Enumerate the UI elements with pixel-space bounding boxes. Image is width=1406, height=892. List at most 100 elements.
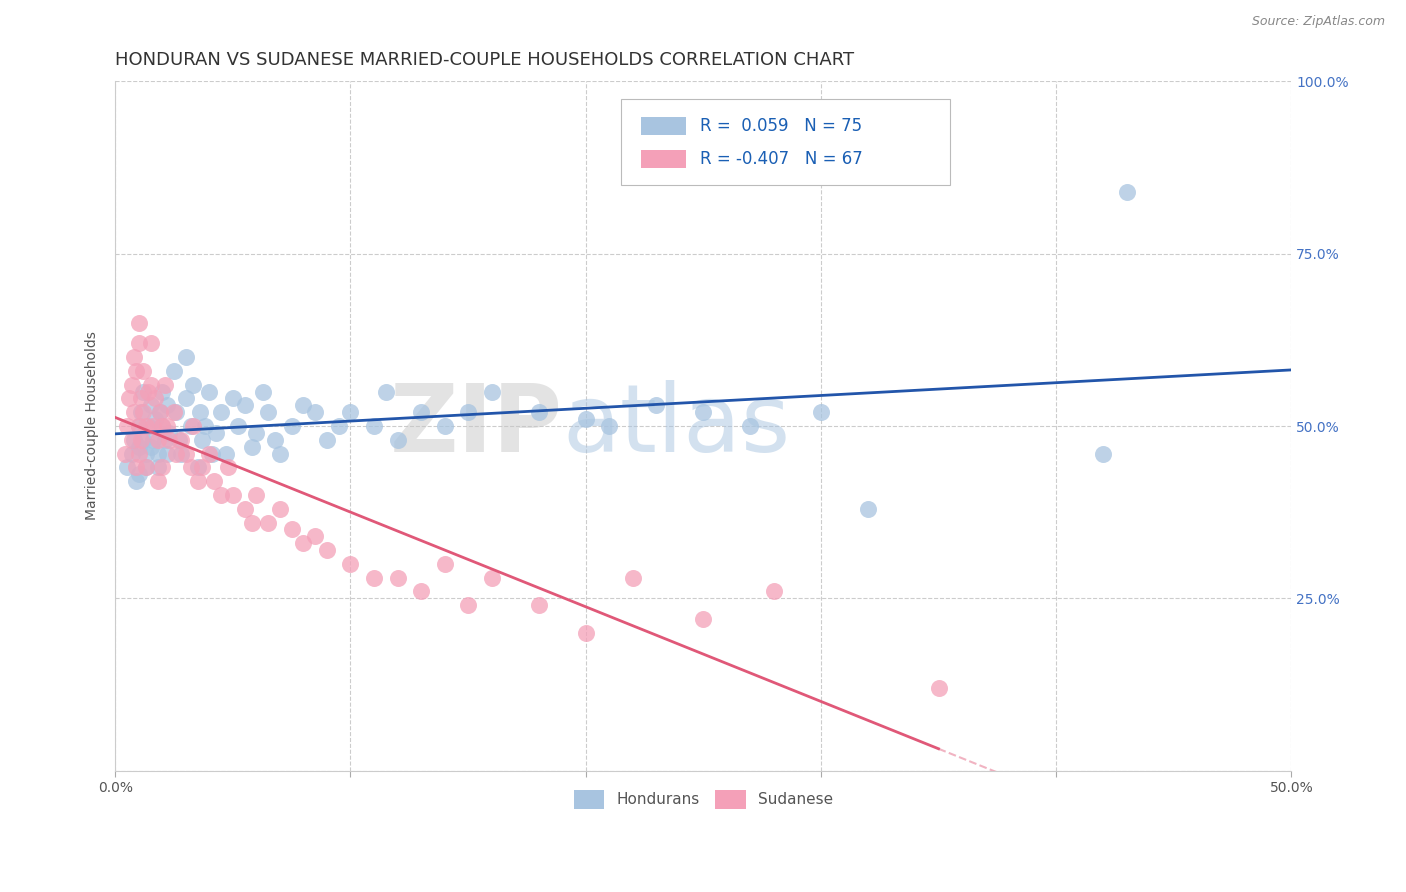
Point [481,384,503,399]
Point [339,405,361,419]
Text: atlas: atlas [562,380,790,472]
Point [139,440,162,454]
Point [387,433,409,447]
Point [280,419,302,434]
Point [163,364,186,378]
Point [118,392,141,406]
Point [316,433,339,447]
Point [481,571,503,585]
Point [128,447,150,461]
Point [363,419,385,434]
Point [180,419,202,434]
Point [128,467,150,482]
Point [132,433,155,447]
Point [740,419,762,434]
Point [222,392,245,406]
Point [194,419,217,434]
Point [146,447,169,461]
Point [156,398,179,412]
Point [132,384,155,399]
FancyBboxPatch shape [621,99,950,185]
Point [222,488,245,502]
Point [328,419,350,434]
Point [240,516,263,530]
Point [135,419,157,434]
Point [457,405,479,419]
Point [191,433,214,447]
Point [174,392,197,406]
FancyBboxPatch shape [641,117,686,135]
Text: ZIP: ZIP [389,380,562,472]
Point [153,377,176,392]
Point [1115,185,1137,199]
Point [409,584,432,599]
Point [201,447,224,461]
Point [409,405,432,419]
Point [187,460,209,475]
Point [304,529,326,543]
Point [269,447,291,461]
Point [264,433,287,447]
Point [269,501,291,516]
Point [692,612,714,626]
Point [132,364,155,378]
Point [122,405,145,419]
Point [150,384,173,399]
Point [433,557,456,571]
Point [217,460,239,475]
Point [174,447,197,461]
Point [129,405,152,419]
Point [156,419,179,434]
Point [170,447,193,461]
Point [132,405,155,419]
Text: HONDURAN VS SUDANESE MARRIED-COUPLE HOUSEHOLDS CORRELATION CHART: HONDURAN VS SUDANESE MARRIED-COUPLE HOUS… [115,51,855,69]
Point [215,447,238,461]
Point [146,433,169,447]
Point [135,460,157,475]
Point [180,460,202,475]
Point [257,516,280,530]
Point [156,447,179,461]
Point [128,419,150,434]
Y-axis label: Married-couple Households: Married-couple Households [86,332,100,520]
Point [304,405,326,419]
Point [149,405,172,419]
Point [187,474,209,488]
Point [150,460,173,475]
Point [146,460,169,475]
Point [339,557,361,571]
Point [245,488,267,502]
Point [1092,447,1115,461]
Point [202,474,225,488]
Text: R = -0.407   N = 67: R = -0.407 N = 67 [700,150,862,168]
Point [174,350,197,364]
FancyBboxPatch shape [641,151,686,168]
Point [128,316,150,330]
Point [292,536,315,550]
Point [233,398,256,412]
Point [139,398,162,412]
Point [115,419,138,434]
Point [163,405,186,419]
Point [387,571,409,585]
Point [198,447,221,461]
Point [621,571,644,585]
Point [142,419,165,434]
Legend: Hondurans, Sudanese: Hondurans, Sudanese [568,784,839,814]
Point [125,364,148,378]
Point [125,474,148,488]
Point [374,384,396,399]
Point [128,419,150,434]
Point [527,599,550,613]
Point [240,440,263,454]
Point [115,460,138,475]
Point [692,405,714,419]
Point [136,419,159,434]
Point [433,419,456,434]
Point [575,625,598,640]
Point [575,412,598,426]
Point [316,543,339,558]
Point [363,571,385,585]
Point [143,392,166,406]
Point [810,405,832,419]
